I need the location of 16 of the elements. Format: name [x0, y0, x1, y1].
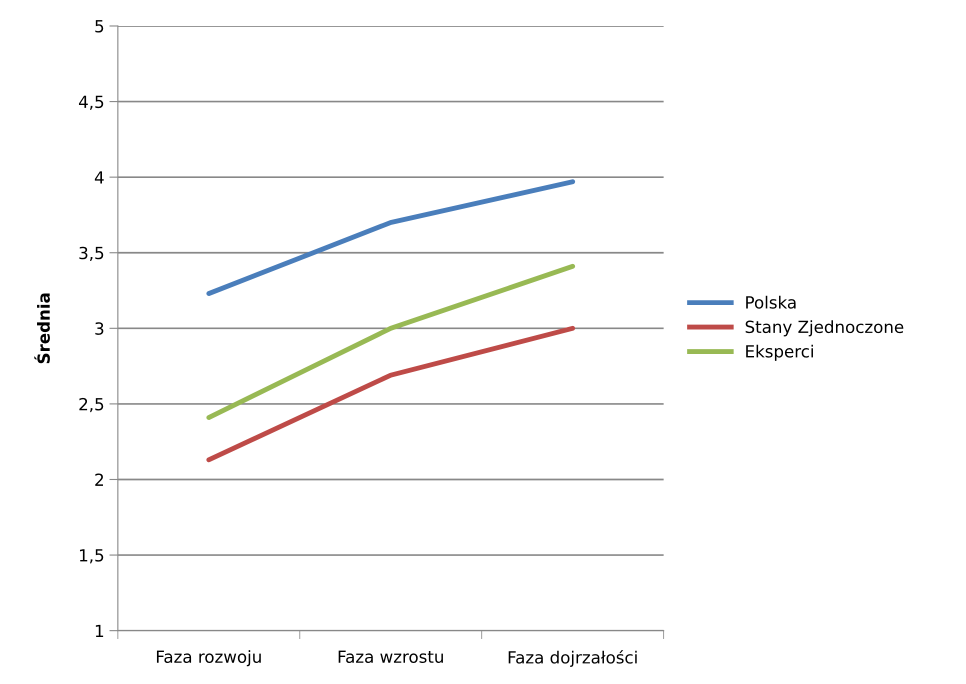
y-tick-label: 5 — [95, 20, 104, 33]
y-tick-label: 2,5 — [79, 398, 104, 412]
y-tick-label: 1 — [96, 624, 104, 637]
x-tick-label: Faza wzrostu — [338, 650, 443, 663]
y-tick-label: 4 — [94, 171, 104, 184]
y-tick-label: 1,5 — [80, 549, 104, 564]
y-tick-label: 2 — [95, 473, 103, 486]
y-tick-label: 3,5 — [79, 246, 104, 262]
legend-label: Stany Zjednoczone — [746, 320, 904, 336]
x-tick-label: Faza rozwoju — [156, 650, 261, 666]
y-axis-title: Średnia — [34, 293, 50, 364]
x-tick-label: Faza dojrzałości — [508, 650, 637, 667]
legend-label: Polska — [746, 296, 796, 309]
legend-label: Eksperci — [746, 344, 813, 361]
y-tick-label: 3 — [95, 322, 104, 335]
y-tick-label: 4,5 — [78, 96, 104, 110]
